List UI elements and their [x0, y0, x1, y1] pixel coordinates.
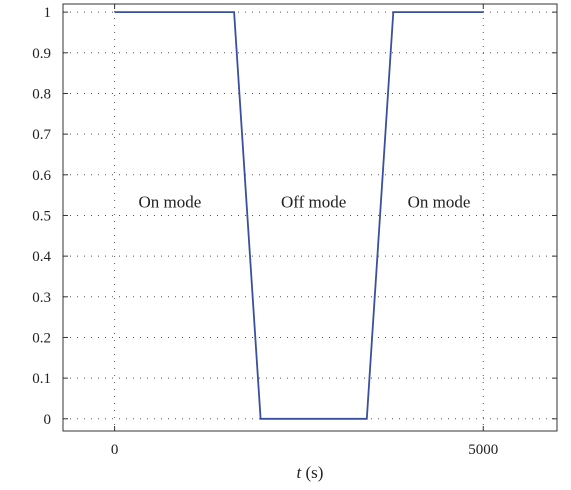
y-tick-label: 0.8: [32, 86, 51, 102]
series-line: [114, 11, 484, 420]
y-tick-label: 0: [44, 412, 52, 428]
y-tick-label: 0.2: [32, 330, 51, 346]
y-tick-label: 0.7: [32, 127, 51, 143]
region-label: On mode: [408, 192, 471, 211]
x-tick-label: 0: [111, 442, 119, 458]
plot-frame: [62, 3, 558, 432]
series-layer: [114, 11, 484, 420]
region-label: Off mode: [281, 192, 346, 211]
y-tick-label: 0.1: [32, 371, 51, 387]
x-axis-unit: (s): [301, 463, 323, 482]
y-tick-label: 0.5: [32, 208, 51, 224]
y-tick-label: 0.6: [32, 168, 51, 184]
y-tick-label: 0.4: [32, 249, 51, 265]
y-tick-label: 0.9: [32, 46, 51, 62]
x-tick-label: 5000: [468, 442, 498, 458]
grid: [63, 4, 557, 431]
x-axis-label: t (s): [297, 463, 324, 482]
y-tick-label: 1: [44, 5, 52, 21]
y-tick-label: 0.3: [32, 290, 51, 306]
x-axis-variable: t: [297, 463, 303, 482]
axis-ticks: 0 0.1 0.2 0.3 0.4 0.5 0.6 0.7 0.8 0.9 1 0 5000: [32, 4, 557, 458]
annotations: On mode Off mode On mode: [139, 192, 471, 211]
region-label: On mode: [139, 192, 202, 211]
